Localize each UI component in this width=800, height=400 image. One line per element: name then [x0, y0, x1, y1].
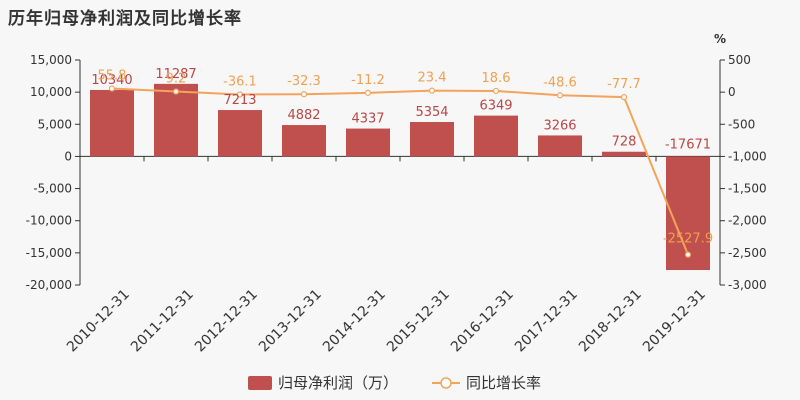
x-tick-label: 2015-12-31 — [384, 287, 453, 356]
bar — [346, 128, 390, 157]
left-tick-label: 0 — [64, 149, 72, 163]
growth-value-label: 18.6 — [482, 71, 511, 86]
x-tick-label: 2011-12-31 — [128, 287, 197, 356]
growth-value-label: -11.2 — [351, 73, 385, 88]
bar-value-label: 728 — [612, 135, 637, 150]
x-tick-label: 2013-12-31 — [256, 287, 325, 356]
growth-value-label: -48.6 — [543, 75, 577, 90]
left-tick-label: 10,000 — [30, 85, 72, 99]
growth-point — [428, 87, 436, 94]
growth-line — [111, 87, 689, 256]
right-tick-label: -2,500 — [728, 246, 767, 260]
bar-value-label: -17671 — [665, 137, 711, 152]
growth-point — [300, 91, 308, 98]
growth-point — [364, 89, 372, 96]
bar — [282, 125, 326, 157]
right-tick-label: -500 — [728, 117, 755, 131]
right-tick-label: -3,000 — [728, 278, 767, 292]
bar — [474, 115, 518, 157]
left-tick-label: -5,000 — [33, 182, 72, 196]
growth-point — [172, 88, 180, 95]
legend-bar-label: 归母净利润（万） — [278, 374, 398, 392]
right-tick-label: 500 — [728, 53, 751, 67]
x-tick-label: 2017-12-31 — [512, 287, 581, 356]
bar-value-label: 7213 — [223, 93, 256, 108]
bar — [218, 110, 262, 157]
growth-value-label: -77.7 — [607, 77, 641, 92]
growth-point — [556, 92, 564, 99]
x-tick-label: 2014-12-31 — [320, 287, 389, 356]
bar-value-label: 4882 — [287, 108, 320, 123]
bar — [154, 83, 198, 157]
bar-value-label: 3266 — [543, 118, 576, 133]
x-tick-label: 2016-12-31 — [448, 287, 517, 356]
x-tick-label: 2018-12-31 — [576, 287, 645, 356]
right-tick-label: -1,000 — [728, 149, 767, 163]
left-tick-label: -10,000 — [26, 214, 72, 228]
growth-value-label: -36.1 — [223, 74, 257, 89]
growth-point — [620, 94, 628, 101]
bar-series — [90, 83, 710, 271]
right-axis-unit: % — [714, 32, 726, 46]
bar-value-label: 5354 — [415, 105, 448, 120]
growth-point — [492, 87, 500, 95]
growth-value-label: -2527.9 — [663, 232, 713, 247]
legend-line-label: 同比增长率 — [466, 374, 541, 392]
data-labels: 10340 11287 7213 4882 4337 5354 6349 3266 728 -17… — [91, 67, 713, 247]
growth-value-label: 9.2 — [166, 72, 187, 87]
bar-value-label: 10340 — [91, 73, 132, 88]
bar — [666, 156, 710, 271]
growth-value-label: -32.3 — [287, 74, 321, 89]
bar — [538, 135, 582, 157]
legend-line-marker — [440, 377, 452, 389]
growth-value-label: 55.8 — [98, 69, 127, 84]
bar-value-label: 11287 — [155, 67, 196, 82]
left-tick-label: 5,000 — [38, 117, 72, 131]
right-tick-label: -1,500 — [728, 182, 767, 196]
legend-bar-swatch — [248, 376, 272, 390]
bar — [90, 89, 134, 157]
chart-title: 历年归母净利润及同比增长率 — [8, 9, 242, 29]
x-tick-label: 2010-12-31 — [64, 287, 133, 356]
growth-point — [108, 85, 116, 92]
x-tick-label: 2012-12-31 — [192, 287, 261, 356]
right-tick-label: -2,000 — [728, 214, 767, 228]
growth-value-label: 23.4 — [418, 71, 447, 86]
bar — [410, 122, 454, 157]
legend: 归母净利润（万） 同比增长率 — [248, 374, 541, 392]
right-tick-label: 0 — [728, 85, 736, 99]
bar-value-label: 6349 — [479, 99, 512, 114]
axes: 15,000 10,000 5,000 0 -5,000 -10,000 -15,000 -2… — [26, 32, 767, 355]
left-tick-label: -20,000 — [26, 278, 72, 292]
growth-point — [684, 251, 692, 258]
left-tick-label: -15,000 — [26, 246, 72, 260]
left-tick-label: 15,000 — [30, 53, 72, 67]
growth-point — [236, 91, 244, 98]
bar-value-label: 4337 — [351, 112, 384, 127]
x-tick-label: 2019-12-31 — [640, 287, 709, 356]
bar — [602, 151, 646, 157]
line-series — [108, 85, 692, 258]
